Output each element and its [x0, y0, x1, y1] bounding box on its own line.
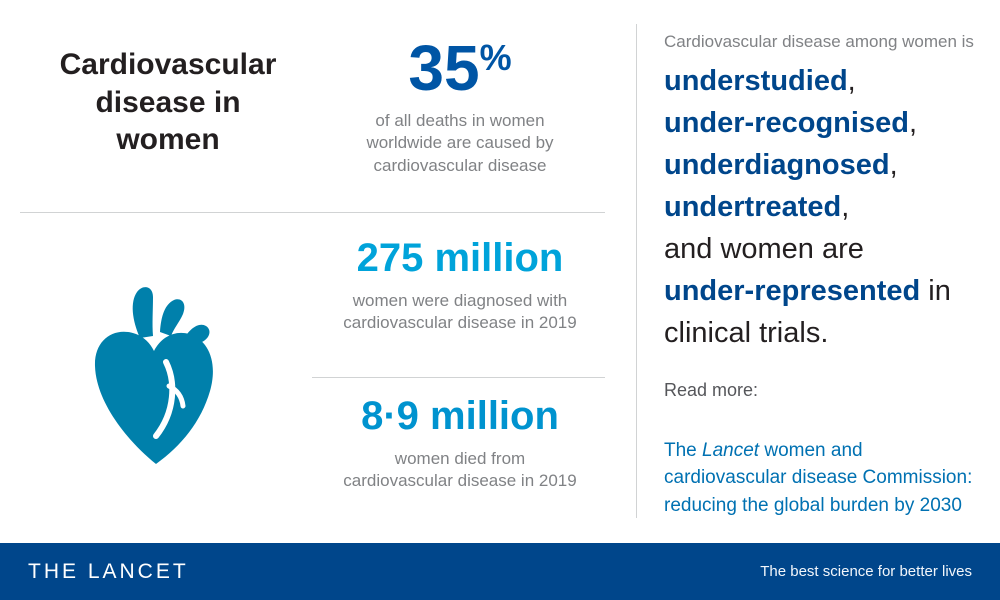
stat-value: 275 million	[356, 236, 564, 280]
link-text: women and cardiovascular disease Commiss…	[664, 439, 973, 516]
emphasis-word: underdiagnosed	[664, 149, 890, 182]
statement-plain: clinical trials.	[664, 317, 829, 350]
stat-diagnosed: 275 million women were diagnosed with ca…	[310, 236, 610, 335]
stat-deaths-count: 8·9 million women died from cardiovascul…	[310, 394, 610, 493]
stat-value-wrap: 35%	[310, 36, 610, 100]
horizontal-divider	[312, 377, 605, 378]
statement-line: underdiagnosed,	[664, 144, 988, 186]
right-panel: Cardiovascular disease among women is un…	[664, 32, 988, 520]
statement-tail: ,	[908, 107, 917, 140]
emphasis-word: under-recognised	[664, 107, 909, 140]
statement-tail: ,	[889, 149, 898, 182]
stat-value: 8·9 million	[361, 394, 559, 438]
statement-line: undertreated,	[664, 186, 988, 228]
stat-percent-sign: %	[479, 37, 512, 78]
stat-deaths-percentage: 35% of all deaths in women worldwide are…	[310, 36, 610, 177]
statement-tail: ,	[841, 191, 850, 224]
statement-plain: and women are	[664, 233, 864, 266]
statement-tail: ,	[847, 65, 856, 97]
commission-link[interactable]: The Lancet women and cardiovascular dise…	[664, 409, 988, 519]
footer-tagline: The best science for better lives	[760, 563, 972, 580]
statement-line: under-recognised,	[664, 102, 988, 144]
link-journal-name: Lancet	[702, 439, 760, 461]
emphasis-word: undertreated	[664, 191, 842, 224]
heart-icon	[94, 287, 213, 464]
stat-caption: of all deaths in women worldwide are cau…	[366, 111, 554, 175]
stat-caption: women were diagnosed with cardiovascular…	[343, 291, 577, 333]
statement-line: understudied,	[664, 60, 988, 102]
statement-line: under-represented in	[664, 270, 988, 312]
stat-value: 35	[408, 32, 480, 104]
page-title: Cardiovascular disease in women	[59, 48, 277, 156]
footer-bar: THE LANCET The best science for better l…	[0, 543, 1000, 600]
emphasis-word: understudied	[664, 65, 848, 97]
emphasis-word: under-represented	[664, 275, 921, 308]
intro-text: Cardiovascular disease among women is	[664, 32, 974, 51]
statement-tail: in	[920, 275, 951, 308]
link-text: The	[664, 439, 703, 461]
horizontal-divider	[20, 212, 605, 213]
lancet-logo: THE LANCET	[28, 559, 189, 583]
statement-line: clinical trials.	[664, 312, 988, 354]
statement-line: and women are	[664, 228, 988, 270]
vertical-divider	[636, 24, 637, 518]
stat-caption: women died from cardiovascular disease i…	[343, 449, 577, 491]
read-more-label: Read more:	[664, 380, 759, 401]
